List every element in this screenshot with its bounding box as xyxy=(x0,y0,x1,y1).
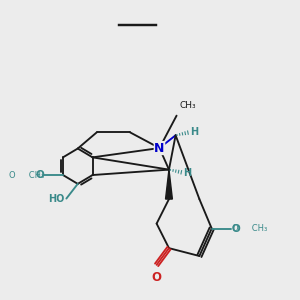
Text: N: N xyxy=(154,142,165,154)
Text: H: H xyxy=(190,127,198,137)
Text: HO: HO xyxy=(49,194,65,204)
Text: O: O xyxy=(35,170,44,180)
Text: O: O xyxy=(232,224,240,233)
Text: O     CH₃: O CH₃ xyxy=(232,224,267,233)
Polygon shape xyxy=(166,169,172,199)
Text: O     CH₃: O CH₃ xyxy=(9,171,44,180)
Text: O: O xyxy=(152,271,162,284)
Text: CH₃: CH₃ xyxy=(180,101,196,110)
Text: H: H xyxy=(183,168,191,178)
